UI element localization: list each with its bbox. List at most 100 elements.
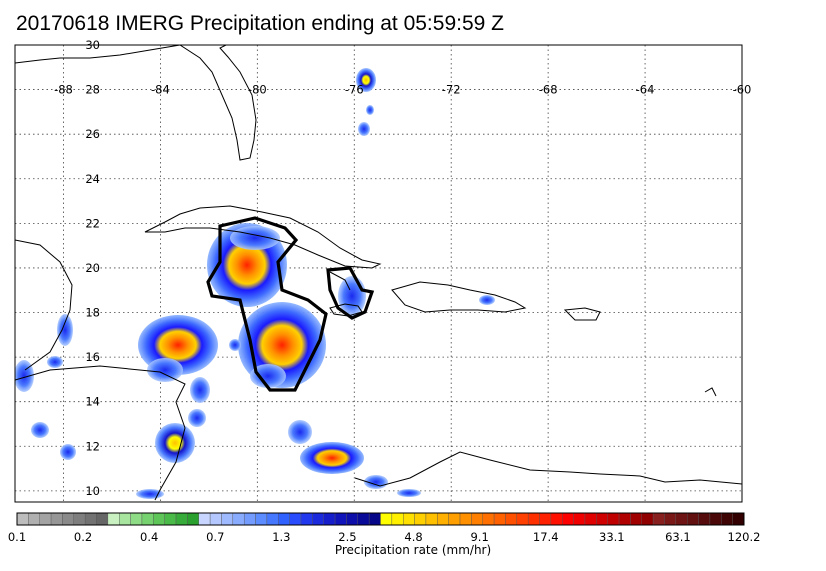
colorbar-swatch	[584, 512, 597, 526]
longitude-label: -84	[151, 83, 170, 97]
colorbar-swatch	[391, 512, 404, 526]
colorbar-swatch	[368, 512, 381, 526]
colorbar-swatch	[141, 512, 154, 526]
rain-cell	[188, 409, 206, 427]
rain-cell	[57, 314, 73, 346]
colorbar-swatch	[709, 512, 722, 526]
hispaniola	[391, 281, 527, 313]
latitude-label: 24	[85, 172, 100, 186]
colorbar-swatch	[221, 512, 234, 526]
longitude-label: -68	[539, 83, 558, 97]
colorbar-swatch	[425, 512, 438, 526]
rain-cell	[366, 105, 374, 115]
latitude-label: 28	[85, 83, 100, 97]
colorbar-swatch	[334, 512, 347, 526]
lesser-antilles	[704, 387, 717, 397]
rain-cell	[47, 356, 63, 368]
map-title: 20170618 IMERG Precipitation ending at 0…	[16, 12, 504, 35]
latitude-label: 10	[85, 484, 100, 498]
map-frame	[14, 44, 743, 503]
colorbar-swatch	[232, 512, 245, 526]
colorbar-swatch	[687, 512, 699, 526]
puerto-rico	[563, 307, 601, 321]
colorbar-label: 1.3	[272, 530, 291, 544]
rain-cell	[31, 422, 49, 438]
colorbar-swatch	[198, 512, 211, 526]
colorbar-swatch	[550, 512, 563, 526]
colorbar-swatch	[403, 512, 415, 526]
colorbar-swatch	[175, 512, 188, 526]
colorbar-swatch	[505, 512, 518, 526]
latitude-label: 16	[85, 350, 100, 364]
storm-outline	[206, 216, 375, 392]
latitude-labels: 30 28 26 24 22 20 18 16 14 12 10	[85, 38, 100, 498]
colorbar-swatch	[437, 512, 449, 526]
rain-cell	[60, 444, 76, 460]
colorbar-swatch	[664, 512, 677, 526]
latitude-label: 30	[85, 38, 100, 52]
colorbar-label: 2.5	[338, 530, 357, 544]
latitude-label: 20	[85, 261, 100, 275]
colorbar-swatch	[96, 512, 109, 526]
colorbar-label: 4.8	[404, 530, 423, 544]
colorbar-swatch	[414, 512, 427, 526]
colorbar-swatch	[187, 512, 199, 526]
colorbar-swatch	[28, 512, 40, 526]
colorbar-swatch	[721, 512, 733, 526]
longitude-label: -72	[442, 83, 461, 97]
colorbar-swatch	[357, 512, 370, 526]
colorbar-swatch	[675, 512, 688, 526]
colorbar-swatch	[312, 512, 324, 526]
rain-cell	[358, 122, 370, 136]
colorbar-swatch	[471, 512, 483, 526]
gulf-coast	[15, 45, 181, 64]
bahamas	[329, 271, 351, 291]
colorbar-swatch	[289, 512, 302, 526]
colorbar-swatch	[493, 512, 506, 526]
latitude-label: 12	[85, 439, 100, 453]
colorbar-swatch	[630, 512, 642, 526]
colorbar-swatch	[539, 512, 552, 526]
colorbar-label: 63.1	[665, 530, 691, 544]
colorbar-label: 17.4	[532, 530, 559, 544]
rain-cell	[479, 295, 495, 305]
colorbar-swatch	[153, 512, 165, 526]
rain-cell	[15, 360, 34, 392]
latitude-label: 18	[85, 306, 100, 320]
longitude-labels: -88 -84 -80 -76 -72 -68 -64 -60	[54, 83, 751, 97]
rain-cell	[147, 358, 183, 382]
longitude-label: -80	[248, 83, 267, 97]
latitude-label: 14	[85, 395, 100, 409]
colorbar-swatch	[255, 512, 268, 526]
colorbar-swatch	[300, 512, 313, 526]
south-america	[354, 451, 742, 487]
longitude-label: -88	[54, 83, 73, 97]
colorbar-swatch	[278, 512, 290, 526]
longitude-label: -60	[733, 83, 752, 97]
rain-cell	[229, 339, 241, 351]
latitude-label: 22	[85, 216, 100, 230]
colorbar-swatch	[323, 512, 336, 526]
rain-cell	[397, 489, 421, 497]
colorbar-swatch	[209, 512, 222, 526]
colorbar-swatch	[448, 512, 461, 526]
longitude-label: -64	[636, 83, 655, 97]
rain-cell	[155, 423, 195, 463]
colorbar-swatch	[73, 512, 86, 526]
colorbar-swatch	[130, 512, 143, 526]
colorbar-swatch	[346, 512, 358, 526]
colorbar-label: 120.2	[727, 530, 761, 544]
colorbar-label: 0.2	[73, 530, 93, 544]
colorbar-swatch	[243, 512, 256, 526]
colorbar-swatch	[39, 512, 52, 526]
rain-cell	[230, 226, 280, 250]
map-plot-area: 30 28 26 24 22 20 18 16 14 12 10 -88 -84 -80 -76 -72 -6…	[14, 38, 751, 503]
colorbar-swatch	[641, 512, 654, 526]
colorbar-caption: Precipitation rate (mm/hr)	[334, 543, 492, 557]
colorbar-swatch	[62, 512, 74, 526]
rain-cell	[288, 420, 312, 444]
florida-coast	[179, 45, 257, 161]
colorbar-label: 9.1	[470, 530, 489, 544]
colorbar-swatch	[698, 512, 711, 526]
